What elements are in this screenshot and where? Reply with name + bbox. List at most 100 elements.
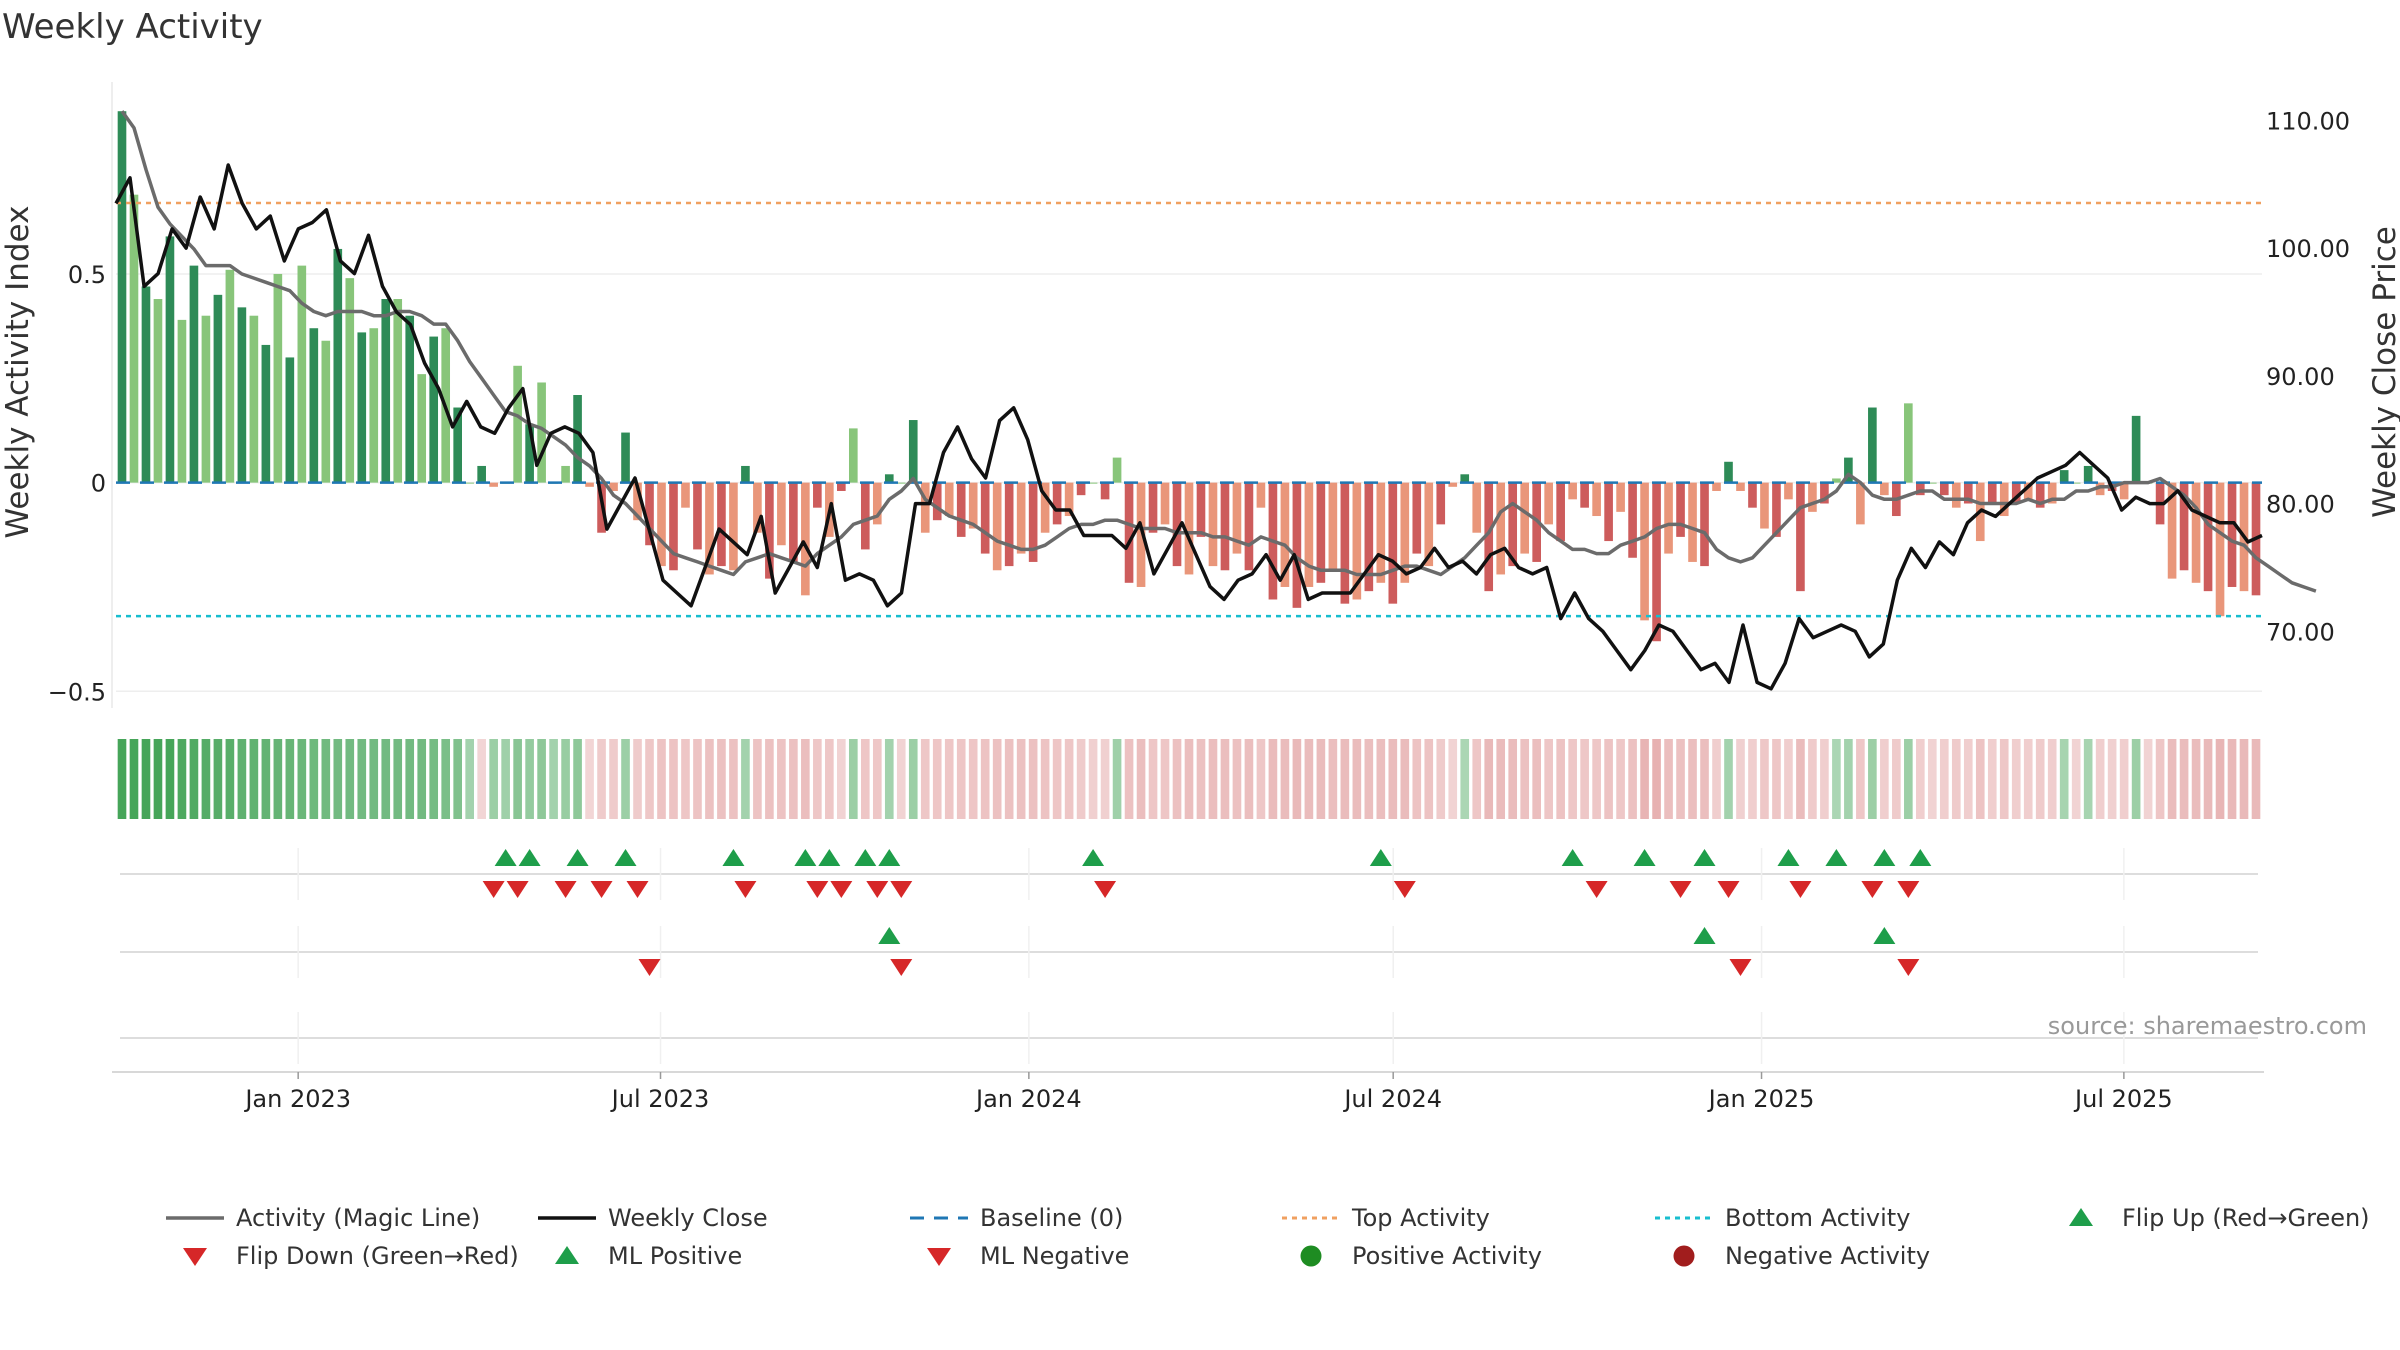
color-strip-cell [693,739,702,819]
ml-positive-marker [1693,927,1716,944]
activity-bar [1856,482,1865,525]
color-strip-cell [2083,739,2093,819]
flip-up-marker [794,849,817,866]
activity-bar [117,111,127,483]
activity-bar [2011,482,2021,504]
flip-up-marker [1825,849,1848,866]
color-strip-cell [1040,739,1050,819]
flip-up-marker [1909,849,1932,866]
legend-label: Activity (Magic Line) [236,1204,480,1232]
color-strip-cell [1004,739,1014,819]
flip-down-marker [1585,881,1608,898]
activity-bar [357,332,367,483]
flip-down-marker [1789,881,1812,898]
color-strip-cell [141,739,151,819]
activity-bar [645,482,654,546]
color-strip-cell [717,739,726,819]
color-strip-cell [1460,739,1470,819]
color-strip-cell [501,739,510,819]
activity-bar [2035,482,2045,508]
color-strip-cell [1544,739,1553,819]
flip-up-marker [1633,849,1656,866]
color-strip-cell [705,739,714,819]
activity-bar [932,482,942,521]
color-strip-cell [585,739,594,819]
legend-label: Weekly Close [608,1204,768,1232]
activity-bar [189,265,199,483]
x-tick-label: Jan 2024 [974,1085,1082,1113]
color-strip-cell [201,739,211,819]
color-strip-cell [405,739,415,819]
y-tick-right: 100.00 [2266,235,2350,263]
color-strip-cell [369,739,379,819]
activity-bar [1556,482,1565,542]
color-strip-cell [465,739,474,819]
legend-label: Flip Up (Red→Green) [2122,1204,2370,1232]
activity-bar [753,482,762,533]
color-strip-cell [1880,739,1889,819]
activity-bar [765,482,774,579]
color-strip-cell [1472,739,1482,819]
activity-bar [681,482,690,508]
y-tick-right: 110.00 [2266,107,2350,135]
y-tick-right: 80.00 [2266,491,2335,519]
color-strip-cell [189,739,199,819]
color-strip-cell [741,739,750,819]
activity-bar [1688,482,1697,562]
y-axis-right-label: Weekly Close Price [2367,226,2400,518]
color-strip-cell [968,739,978,819]
color-strip-cell [1100,739,1110,819]
color-strip-cell [321,739,331,819]
activity-bar [1939,482,1949,496]
color-strip-cell [2095,739,2105,819]
color-strip-cell [525,739,534,819]
flip-up-marker [518,849,541,866]
activity-bar [1832,478,1841,483]
color-strip-cell [513,739,522,819]
flip-down-marker [1393,881,1416,898]
activity-bar [1700,482,1709,567]
activity-bar [693,482,702,550]
color-strip-cell [2155,739,2165,819]
flip-up-marker [878,849,901,866]
color-strip-cell [453,739,462,819]
activity-bar [884,474,894,483]
color-strip-cell [309,739,319,819]
color-strip-cell [1136,739,1146,819]
x-tick-label: Jul 2024 [1342,1085,1442,1113]
color-strip-cell [1280,739,1290,819]
color-strip-cell [165,739,175,819]
activity-bar [1604,482,1613,542]
series-lines [114,110,2317,691]
color-strip-cell [860,739,870,819]
color-strip-cell [896,739,906,819]
activity-bar [1064,482,1074,517]
ml-positive-marker [1873,927,1896,944]
legend-item: ML Positive [555,1242,742,1270]
color-strip-cell [992,739,1002,819]
color-strip-cell [1951,739,1961,819]
activity-color-strip [117,739,2261,819]
activity-bar [1520,482,1530,554]
color-strip-cell [1064,739,1074,819]
activity-bar [477,465,486,483]
color-strip-cell [1556,739,1565,819]
activity-bar [333,248,343,483]
y-tick-left: −0.5 [48,678,106,706]
color-strip-cell [1975,739,1985,819]
activity-bar [177,319,187,483]
activity-bar [237,307,247,483]
color-strip-cell [1388,739,1398,819]
color-strip-cell [297,739,307,819]
activity-bar [705,482,714,575]
color-strip-cell [549,739,558,819]
activity-bar [1448,482,1458,487]
activity-bar [1652,482,1661,642]
color-strip-cell [1939,739,1949,819]
activity-bar [1364,482,1374,592]
activity-bar [1568,482,1577,500]
legend-swatch-up-triangle [555,1246,579,1264]
activity-bar [2047,482,2057,504]
activity-bar [2083,465,2093,483]
